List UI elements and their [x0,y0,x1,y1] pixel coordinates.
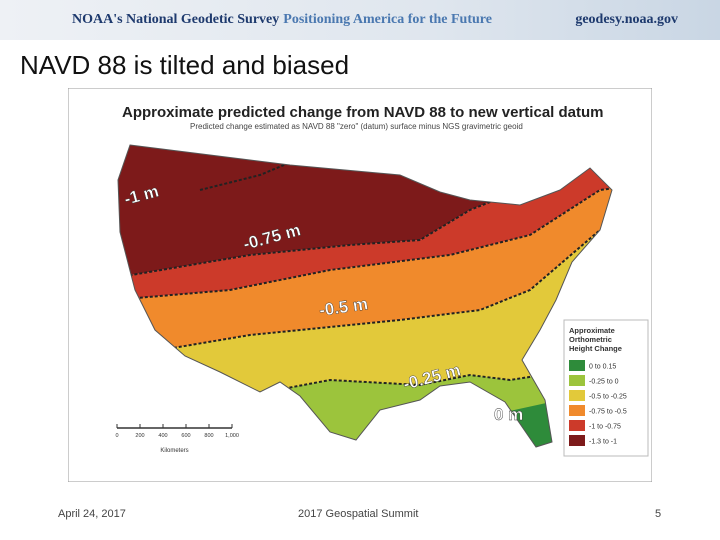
legend-title: Approximate [569,326,615,335]
scale-label: 600 [181,433,190,439]
contour-line [118,219,612,363]
scale-unit: Kilometers [160,448,188,454]
footer-page: 5 [655,508,662,520]
legend-swatch [569,435,585,446]
scale-label: 1,000 [225,433,239,439]
legend-swatch [569,375,585,386]
legend-box [563,319,649,457]
height-band [118,160,612,302]
header-url: geodesy.noaa.gov [575,12,678,27]
legend-label: -0.5 to -0.25 [589,394,627,401]
footer-event: 2017 Geospatial Summit [298,508,419,520]
legend-label: -1 to -0.75 [589,424,621,431]
contour-label: 0 m [494,405,523,424]
contour-line [118,359,612,447]
legend-swatch [569,390,585,401]
footer-date: April 24, 2017 [58,508,126,520]
us-outline [117,144,613,448]
header-bar: NOAA's National Geodetic Survey Positioni… [0,0,720,40]
org-name: NOAA's National Geodetic Survey [72,12,280,27]
scale-label: 400 [158,433,167,439]
contour-line [118,184,612,303]
header-org: NOAA's National Geodetic Survey Positioni… [72,12,492,28]
legend-swatch [569,360,585,371]
legend-label: 0 to 0.15 [589,364,616,371]
height-band [118,360,612,447]
height-band [118,185,612,362]
scale-label: 0 [115,433,118,439]
map-figure: Approximate predicted change from NAVD 8… [68,88,652,482]
map-title: Approximate predicted change from NAVD 8… [122,104,604,121]
scale-label: 800 [204,433,213,439]
legend-label: -0.75 to -0.5 [589,409,627,416]
legend-label: -1.3 to -1 [589,439,617,446]
slide-title: NAVD 88 is tilted and biased [20,50,350,80]
scale-bar: 0 200 400 600 800 1,000 Kilometers [115,424,239,454]
legend-label: -0.25 to 0 [589,379,619,386]
map-subtitle: Predicted change estimated as NAVD 88 "z… [190,122,523,131]
legend-swatch [569,405,585,416]
legend-title: Height Change [569,344,622,353]
legend-title: Orthometric [569,335,612,344]
legend-swatch [569,420,585,431]
scale-label: 200 [135,433,144,439]
org-tagline: Positioning America for the Future [283,12,492,27]
